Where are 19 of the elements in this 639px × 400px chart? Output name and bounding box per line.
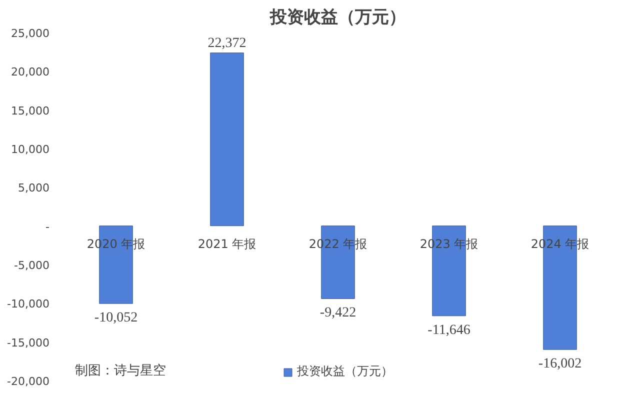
text: -11,646: [428, 322, 470, 338]
y-tick-label: 20,000: [11, 66, 50, 79]
text: -10,052: [94, 310, 138, 326]
y-tick-label: -20,000: [7, 375, 50, 388]
y-tick-label: 5,000: [18, 182, 50, 195]
y-tick-label: -15,000: [7, 336, 50, 350]
y-tick-label: -5,000: [14, 259, 50, 272]
text: 22,372: [208, 36, 246, 51]
y-tick-label: 25,000: [11, 27, 50, 40]
y-tick-label: 15,000: [11, 104, 50, 118]
y-tick-label: -: [46, 220, 50, 234]
annotation: 制图：诗与星空: [75, 364, 166, 378]
legend-label: 投资收益（万元）: [297, 363, 393, 380]
y-tick-label: 10,000: [11, 143, 50, 156]
chart-title: 投资收益（万元）: [269, 8, 406, 28]
y-tick-label: -10,000: [7, 298, 50, 311]
text: -16,002: [538, 356, 582, 372]
x-tick-label: 2021 年报: [198, 236, 256, 251]
text: -9,422: [320, 306, 356, 321]
